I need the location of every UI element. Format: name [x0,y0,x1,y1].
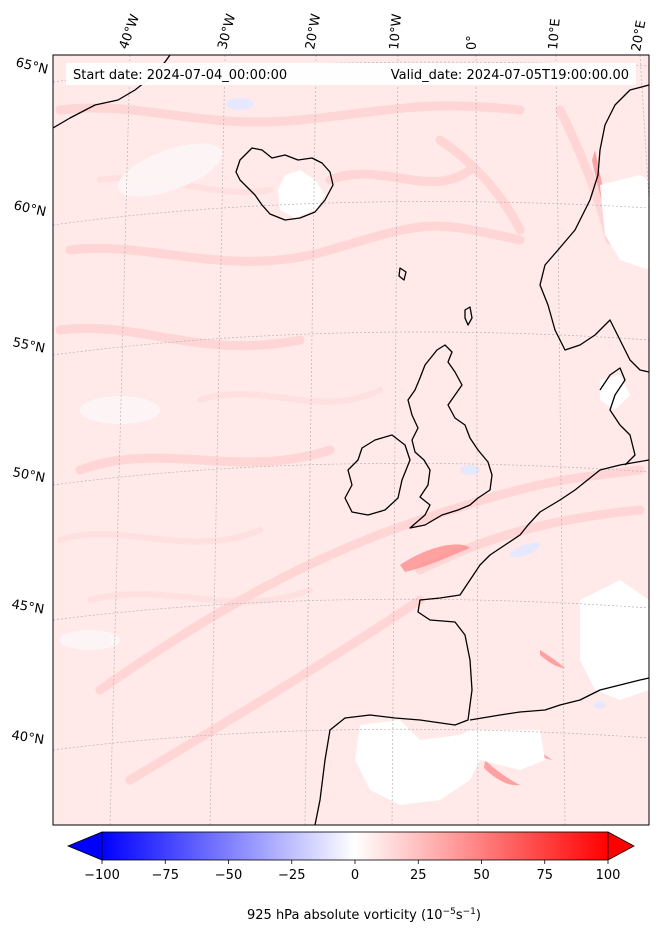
lat-label-40n: 40°N [10,728,45,748]
lat-label-60n: 60°N [12,198,47,220]
iceland-coast [235,147,334,221]
lon-label-30w: 30°W [215,12,239,51]
colorbar-tick-labels: −100 −75 −50 −25 0 25 50 75 100 [84,868,620,883]
lon-label-10w: 10°W [387,13,405,50]
lat-label-55n: 55°N [11,335,46,356]
lon-label-10e: 10°E [546,18,564,50]
colorbar-tick-label: 75 [536,868,553,883]
europe-coast [314,459,649,825]
latitude-labels: 65°N 60°N 55°N 50°N 45°N 40°N [10,55,49,748]
longitude-labels: 40°W 30°W 20°W 10°W 0° 10°E 20°E [117,12,650,52]
lon-label-0: 0° [465,35,480,50]
header-box [66,63,636,85]
colorbar-title: 925 hPa absolute vorticity (10−5s−1) [247,907,481,923]
lat-label-45n: 45°N [10,597,45,617]
colorbar-tick-label: 50 [473,868,490,883]
map-frame [52,54,650,826]
great-britain-coast [407,344,493,529]
start-date-text: Start date: 2024-07-04_00:00:00 [73,68,287,83]
lat-label-50n: 50°N [11,465,46,486]
colorbar-tick-label: 0 [351,868,359,883]
coastlines [53,55,649,825]
norway-coast [539,84,649,373]
lon-label-20w: 20°W [303,13,324,51]
vorticity-field [53,55,649,825]
colorbar-body [101,831,609,861]
ireland-coast [344,434,411,516]
colorbar-extend-min [66,831,103,861]
colorbar-tick-label: −100 [84,868,120,883]
colorbar-tick-label: −75 [152,868,179,883]
colorbar-ticks [101,860,609,864]
lat-label-65n: 65°N [14,55,49,77]
colorbar: −100 −75 −50 −25 0 25 50 75 100 925 hPa absolute… [66,831,635,923]
colorbar-extend-max [607,831,635,861]
colorbar-tick-label: 25 [410,868,427,883]
colorbar-tick-label: 100 [596,868,621,883]
colorbar-tick-label: −25 [278,868,305,883]
lon-label-20e: 20°E [629,19,649,52]
valid-date-text: Valid_date: 2024-07-05T19:00:00.00 [391,68,629,83]
colorbar-tick-label: −50 [215,868,242,883]
lon-label-40w: 40°W [117,12,143,51]
